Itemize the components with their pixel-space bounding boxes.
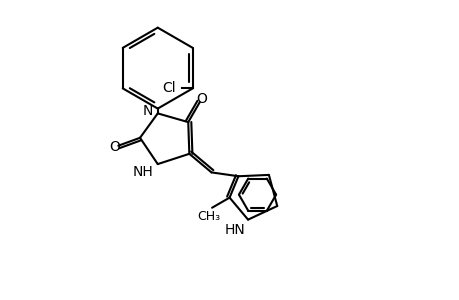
Text: NH: NH [132,165,152,179]
Text: O: O [196,92,207,106]
Text: Cl: Cl [162,81,175,95]
Text: O: O [109,140,120,154]
Text: HN: HN [224,223,245,236]
Text: CH₃: CH₃ [197,210,220,223]
Text: N: N [142,103,152,118]
